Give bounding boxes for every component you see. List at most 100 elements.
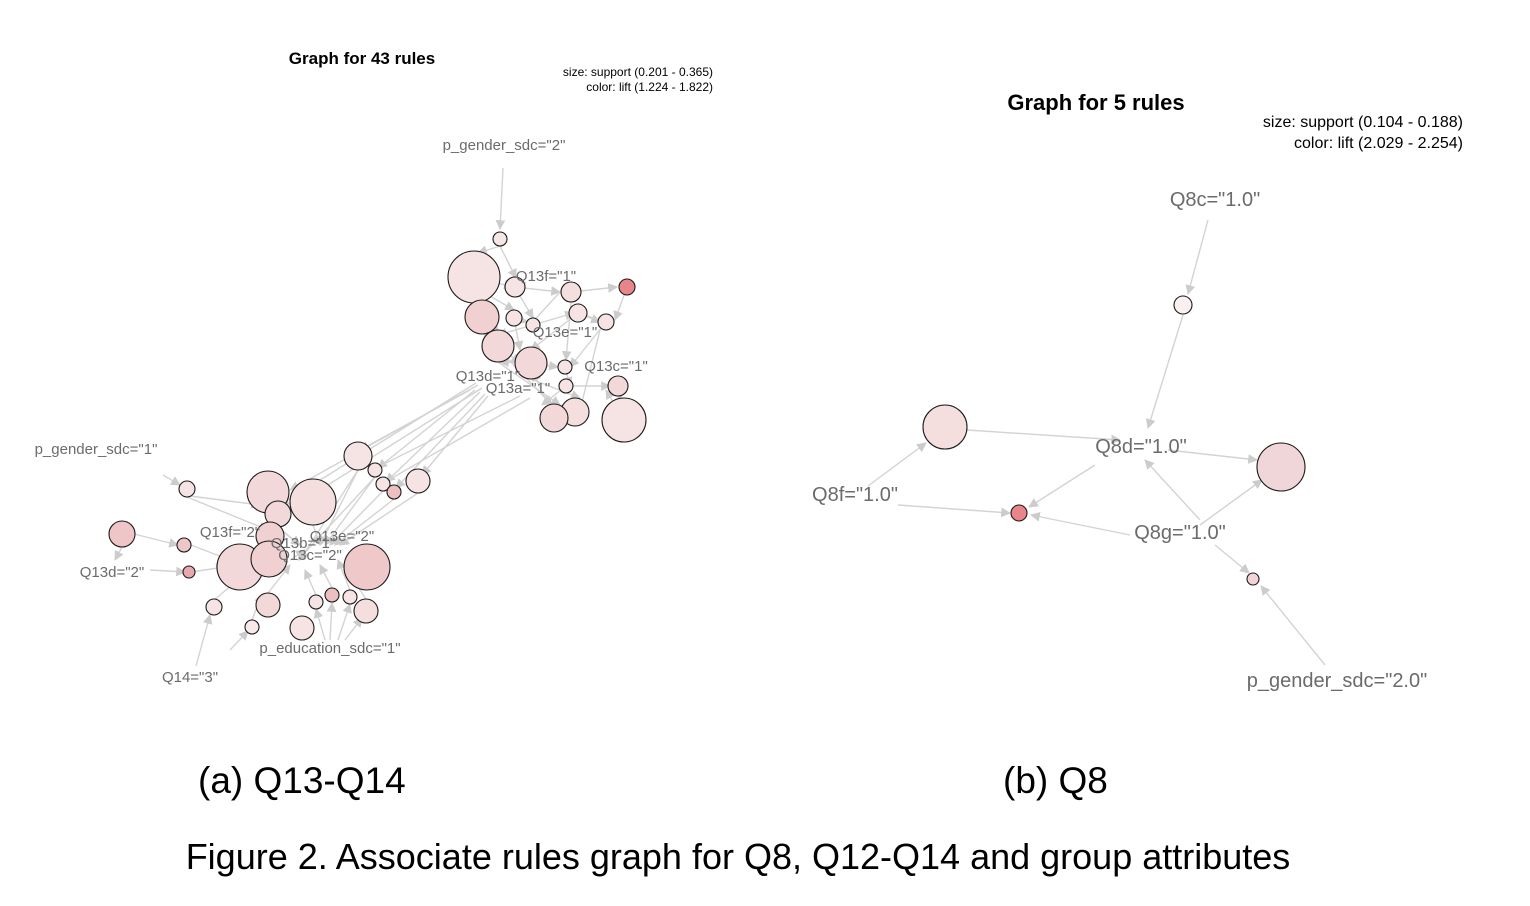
graph-a-edge bbox=[569, 321, 607, 368]
item-label-q13a-1: Q13a="1" bbox=[486, 380, 550, 397]
graph-a-edge bbox=[519, 295, 534, 319]
graph-a-rule-node bbox=[343, 441, 373, 471]
graph-b-title: Graph for 5 rules bbox=[1007, 90, 1184, 115]
graph-a-title: Graph for 43 rules bbox=[289, 49, 435, 68]
graph-a-rule-node bbox=[607, 375, 629, 397]
graph-b-rule-nodes bbox=[922, 295, 1306, 586]
graph-a-edge bbox=[421, 395, 489, 476]
graph-a-edge bbox=[195, 614, 213, 667]
item-label-q13d-2: Q13d="2" bbox=[80, 564, 144, 581]
graph-b-edge bbox=[1030, 511, 1131, 536]
graph-a-rule-node bbox=[342, 589, 358, 605]
graph-a-edge bbox=[297, 476, 376, 561]
graph-a-rule-node bbox=[505, 309, 523, 327]
graph-a-edge bbox=[495, 167, 506, 230]
item-label-p-gender-sdc-2-0: p_gender_sdc="2.0" bbox=[1247, 670, 1427, 692]
graph-a-edge bbox=[267, 564, 291, 594]
graph-a-edge bbox=[229, 630, 249, 651]
graph-b-edge bbox=[1199, 479, 1263, 526]
item-label-q13f-2: Q13f="2" bbox=[200, 524, 260, 541]
item-label-q13c-1: Q13c="1" bbox=[584, 358, 648, 375]
graph-b-edge bbox=[897, 504, 1011, 518]
graph-a-edge bbox=[337, 603, 352, 641]
graph-a-edge bbox=[189, 495, 261, 509]
item-label-q14-3: Q14="3" bbox=[162, 669, 218, 686]
graph-a-rule-node bbox=[447, 250, 501, 304]
graph-a-rule-node bbox=[601, 397, 647, 443]
graph-a-rule-node bbox=[514, 346, 548, 380]
item-label-q13d-1: Q13d="1" bbox=[456, 368, 520, 385]
graph-a-size-legend: size: support (0.201 - 0.365) bbox=[563, 65, 713, 79]
graph-a-edge bbox=[371, 395, 521, 471]
graph-b-rule-node bbox=[1010, 504, 1028, 522]
graph-a-item-labels: p_gender_sdc="2" Q13f="1" Q13e="1" Q13c=… bbox=[35, 137, 648, 686]
graph-panel-b: Q8c="1.0" Q8d="1.0" Q8f="1.0" Q8g="1.0" … bbox=[760, 0, 1520, 720]
graph-b-canvas: Q8c="1.0" Q8d="1.0" Q8f="1.0" Q8g="1.0" … bbox=[812, 90, 1463, 692]
graph-a-color-legend: color: lift (1.224 - 1.822) bbox=[586, 80, 713, 94]
graph-a-rule-node bbox=[182, 565, 196, 579]
item-label-q8g: Q8g="1.0" bbox=[1134, 522, 1225, 544]
graph-b-item-labels: Q8c="1.0" Q8d="1.0" Q8f="1.0" Q8g="1.0" … bbox=[812, 189, 1427, 692]
graph-a-canvas: p_gender_sdc="2" Q13f="1" Q13e="1" Q13c=… bbox=[35, 49, 713, 686]
graph-b-edge bbox=[1144, 459, 1201, 521]
graph-a-rule-node bbox=[558, 378, 574, 394]
graph-a-rule-node bbox=[289, 478, 337, 526]
graph-a-edge bbox=[336, 559, 351, 591]
graph-b-color-legend: color: lift (2.029 - 2.254) bbox=[1294, 135, 1463, 152]
item-label-q13f-1: Q13f="1" bbox=[516, 268, 576, 285]
graph-a-edge bbox=[149, 566, 186, 577]
graph-a-rule-node bbox=[367, 462, 383, 478]
graph-a-rule-node bbox=[464, 299, 500, 335]
item-label-p-gender-sdc-2: p_gender_sdc="2" bbox=[443, 137, 566, 154]
graph-b-edge bbox=[1167, 449, 1258, 464]
graph-a-rule-node bbox=[405, 468, 431, 494]
graph-b-edge bbox=[867, 442, 927, 487]
item-label-q13c-2: Q13c="2" bbox=[278, 547, 342, 564]
graph-a-edge bbox=[162, 474, 181, 486]
graph-a-edge bbox=[339, 492, 419, 546]
graph-a-edge bbox=[319, 564, 333, 589]
graph-a-edge bbox=[344, 617, 363, 641]
graph-a-edge bbox=[319, 469, 359, 546]
graph-b-size-legend: size: support (0.104 - 0.188) bbox=[1263, 114, 1463, 131]
graph-a-edge bbox=[326, 602, 337, 641]
graph-a-edge bbox=[313, 608, 326, 641]
item-label-q13e-2: Q13e="2" bbox=[310, 528, 374, 545]
graph-a-edge bbox=[499, 245, 517, 279]
graph-a-edge bbox=[324, 476, 376, 546]
graph-a-edge bbox=[489, 295, 515, 311]
graph-b-rule-node bbox=[922, 404, 968, 450]
graph-a-rule-node bbox=[557, 359, 573, 375]
graph-a-rule-node bbox=[618, 278, 636, 296]
graph-a-rule-node bbox=[250, 540, 288, 578]
item-label-q13b-1: Q13b="1" bbox=[271, 535, 335, 552]
graph-a-rule-node bbox=[504, 276, 526, 298]
item-label-q8d: Q8d="1.0" bbox=[1095, 436, 1186, 458]
graph-b-edge bbox=[1145, 314, 1184, 429]
graph-a-rule-node bbox=[597, 313, 615, 331]
graph-b-edges bbox=[867, 219, 1326, 666]
graph-a-rule-node bbox=[568, 303, 588, 323]
graph-b-edge bbox=[1028, 464, 1096, 508]
graph-b-rule-node bbox=[1173, 295, 1193, 315]
graph-a-rule-node bbox=[375, 476, 391, 492]
graph-a-rule-node bbox=[255, 592, 281, 618]
graph-a-edge bbox=[530, 378, 581, 400]
graph-a-edge bbox=[114, 546, 124, 561]
graph-b-edge bbox=[1214, 544, 1250, 574]
subcaption-a: (a) Q13-Q14 bbox=[198, 760, 406, 801]
graph-a-edge bbox=[319, 387, 483, 491]
graph-b-edge bbox=[1260, 585, 1326, 666]
graph-a-rule-node bbox=[308, 594, 324, 610]
figure-caption: Figure 2. Associate rules graph for Q8, … bbox=[185, 836, 1291, 877]
graph-a-rule-node bbox=[353, 598, 379, 624]
graph-a-edge bbox=[385, 391, 481, 483]
graph-a-edge bbox=[497, 361, 561, 406]
graph-a-rule-node bbox=[324, 587, 340, 603]
graph-b-edge bbox=[966, 429, 1121, 445]
item-label-p-gender-sdc-1: p_gender_sdc="1" bbox=[35, 441, 158, 458]
graph-a-rule-node bbox=[492, 231, 508, 247]
graph-a-rule-node bbox=[176, 537, 192, 553]
graph-a-rule-node bbox=[525, 317, 541, 333]
graph-b-rule-node bbox=[1246, 572, 1260, 586]
